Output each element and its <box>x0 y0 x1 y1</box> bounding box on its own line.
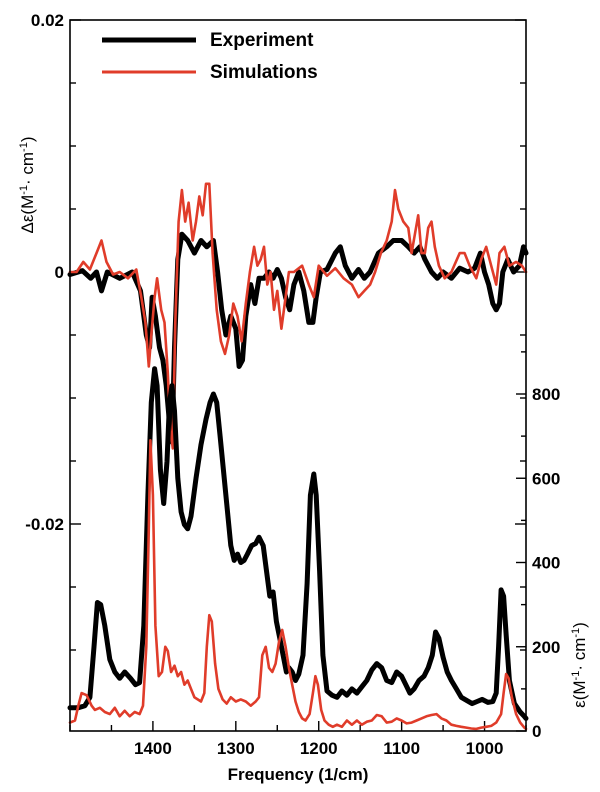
bottom-experiment-line <box>67 366 529 721</box>
top-experiment-line <box>67 231 529 445</box>
bottom-y-tick-label: 600 <box>532 469 560 488</box>
top-y-axis-title-part-3: · cm <box>18 152 37 185</box>
x-tick-label: 1200 <box>300 739 338 758</box>
x-tick-label: 1300 <box>217 739 255 758</box>
legend: Experiment Simulations <box>102 30 318 83</box>
tick-marks <box>69 19 527 732</box>
top-y-axis-title-part-4: -1 <box>18 142 30 152</box>
bottom-y-axis-title-part-3: · cm <box>570 638 589 671</box>
top-y-tick-label: 0.02 <box>31 11 64 30</box>
bottom-y-axis-title-part-4: -1 <box>570 628 582 638</box>
top-y-axis-title-part-2: -1 <box>18 185 30 195</box>
bottom-y-tick-label: 0 <box>532 722 541 741</box>
bottom-y-axis-title-part-2: -1 <box>570 671 582 681</box>
top-y-axis-title: Δε(M-1· cm-1) <box>18 136 37 233</box>
top-y-axis-title-part-1: Δε(M <box>18 195 37 234</box>
x-tick-label: 1000 <box>466 739 504 758</box>
x-tick-label: 1100 <box>383 739 420 758</box>
bottom-y-axis-title-part-1: ε(M <box>570 680 589 707</box>
x-axis-title: Frequency (1/cm) <box>228 765 369 784</box>
plot-frame <box>69 19 527 732</box>
tick-labels: 1400 1300 1200 1100 1000 0.02 0 -0.02 0 200 400 600… <box>25 11 560 758</box>
bottom-simulations-line <box>68 439 528 731</box>
bottom-y-tick-label: 800 <box>532 385 560 404</box>
x-tick-label: 1400 <box>134 739 172 758</box>
bottom-y-axis-title-part-5: ) <box>570 622 589 628</box>
data-series <box>67 182 529 731</box>
top-y-tick-label: -0.02 <box>25 515 64 534</box>
top-y-axis-title-part-5: ) <box>18 136 37 142</box>
top-y-tick-label: 0 <box>55 263 64 282</box>
legend-label-experiment: Experiment <box>210 30 314 51</box>
bottom-y-tick-label: 200 <box>532 638 560 657</box>
top-simulations-line <box>68 182 528 450</box>
bottom-y-axis-title: ε(M-1· cm-1) <box>570 622 589 708</box>
legend-label-simulations: Simulations <box>210 62 318 83</box>
bottom-y-tick-label: 400 <box>532 554 560 573</box>
